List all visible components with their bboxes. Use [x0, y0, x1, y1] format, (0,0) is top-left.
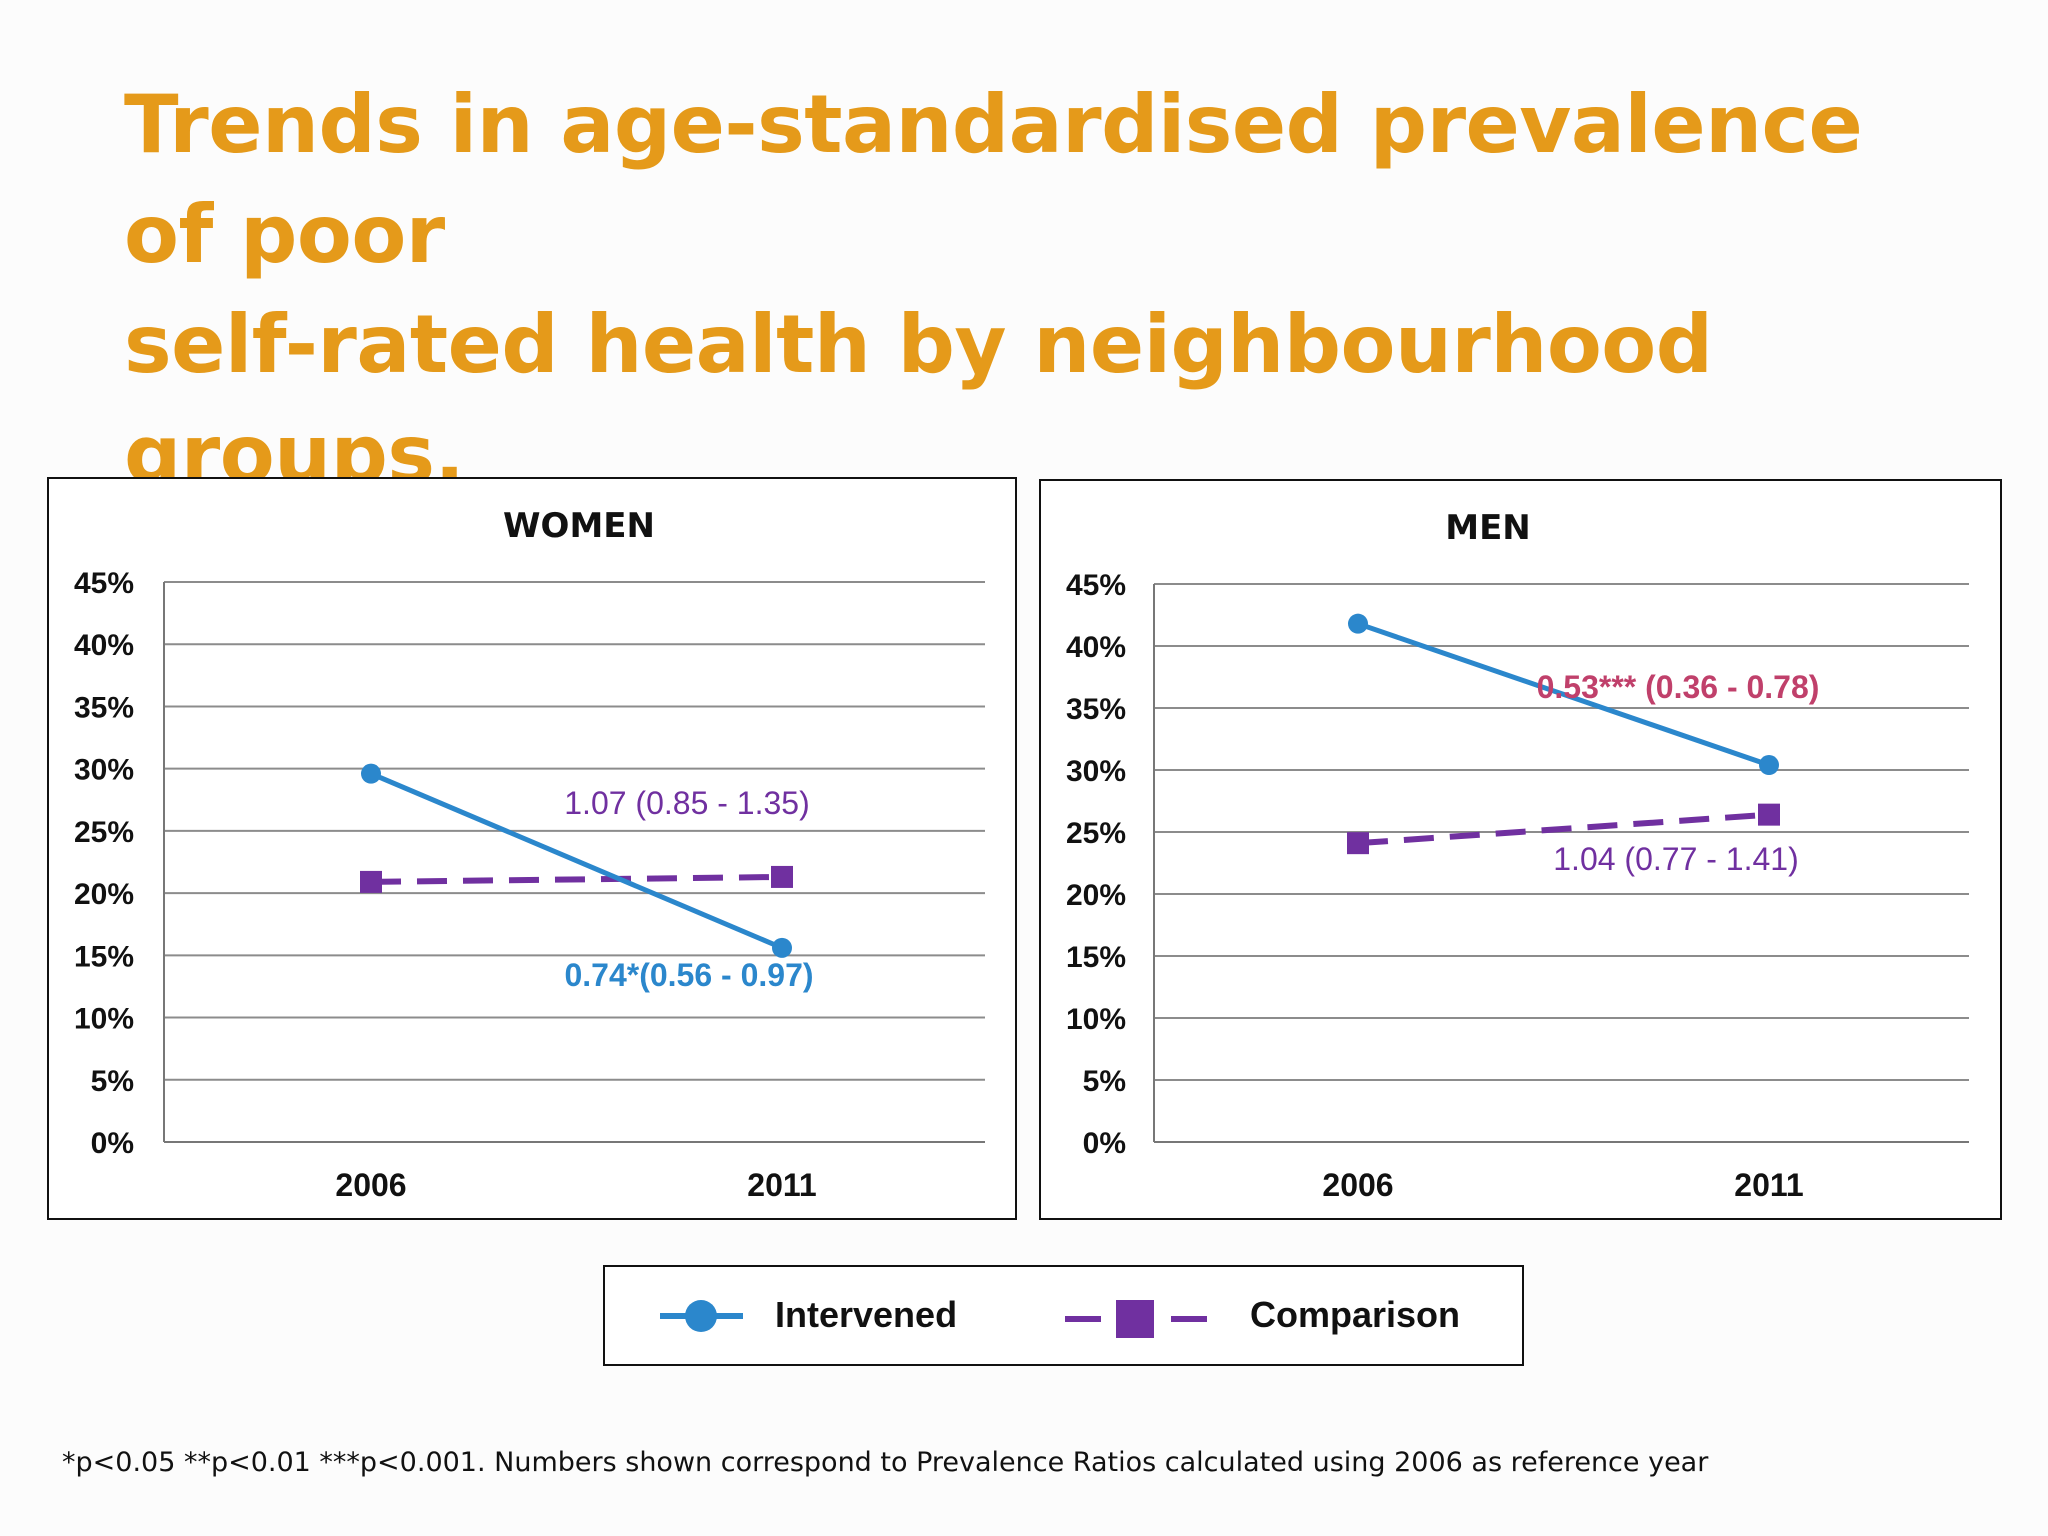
- women-y-tick-label: 35%: [74, 691, 134, 724]
- men-chart-title: MEN: [1445, 508, 1531, 548]
- women-y-tick-label: 40%: [74, 629, 134, 662]
- legend-label-intervened: Intervened: [775, 1294, 958, 1335]
- men-chart: MEN 0% 5% 10% 15% 20% 25% 30% 35% 40% 45% 2006 2011 0…: [1066, 508, 1969, 1203]
- men-y-tick-label: 5%: [1083, 1065, 1126, 1098]
- women-y-tick-label: 10%: [74, 1003, 134, 1036]
- women-y-tick-label: 45%: [74, 567, 134, 600]
- men-intervened-line: [1357, 621, 1770, 768]
- men-y-tick-label: 45%: [1066, 569, 1126, 602]
- women-intervened-point-2011: [772, 937, 792, 958]
- men-y-tick-label: 20%: [1066, 879, 1126, 912]
- men-x-tick-label: 2011: [1734, 1167, 1803, 1203]
- men-comparison-point-2006: [1347, 832, 1369, 855]
- slide-title-line-2: self-rated health by neighbourhood group…: [124, 298, 1713, 501]
- slide-title: Trends in age-standardised prevalence of…: [124, 70, 1924, 510]
- men-intervened-point-2006: [1348, 613, 1368, 634]
- women-chart-panel: WOMEN 0% 5% 10% 15% 20% 25% 30% 35% 40% 45% 2006 201…: [47, 477, 1017, 1220]
- women-y-tick-label: 0%: [91, 1127, 134, 1160]
- women-y-tick-label: 15%: [74, 940, 134, 973]
- men-y-tick-label: 15%: [1066, 941, 1126, 974]
- legend-label-comparison: Comparison: [1250, 1294, 1461, 1335]
- men-y-tick-label: 30%: [1066, 755, 1126, 788]
- men-y-tick-label: 25%: [1066, 817, 1126, 850]
- women-comparison-point-2006: [360, 870, 382, 893]
- legend-intervened-marker: [685, 1300, 717, 1332]
- men-comparison-ratio-label: 1.04 (0.77 - 1.41): [1553, 841, 1798, 877]
- men-chart-panel: MEN 0% 5% 10% 15% 20% 25% 30% 35% 40% 45% 2006 2011 0…: [1039, 479, 2002, 1220]
- women-intervened-point-2006: [361, 763, 381, 784]
- men-x-tick-label: 2006: [1322, 1167, 1393, 1203]
- women-chart-title: WOMEN: [503, 506, 655, 546]
- men-y-tick-label: 40%: [1066, 631, 1126, 664]
- women-comparison-line: [370, 873, 783, 885]
- footnote: *p<0.05 **p<0.01 ***p<0.001. Numbers sho…: [62, 1447, 1709, 1478]
- women-y-tick-label: 5%: [91, 1065, 134, 1098]
- women-y-tick-label: 20%: [74, 878, 134, 911]
- women-x-tick-label: 2011: [747, 1167, 816, 1203]
- legend-markers: [660, 1300, 1207, 1338]
- men-comparison-point-2011: [1758, 803, 1780, 826]
- women-comparison-point-2011: [771, 865, 793, 888]
- women-comparison-ratio-label: 1.07 (0.85 - 1.35): [564, 785, 809, 821]
- men-y-tick-label: 0%: [1083, 1127, 1126, 1160]
- women-chart: WOMEN 0% 5% 10% 15% 20% 25% 30% 35% 40% 45% 2006 201…: [74, 506, 985, 1203]
- men-comparison-line: [1357, 811, 1770, 847]
- chart-legend: Intervened Comparison: [603, 1265, 1524, 1366]
- women-y-tick-label: 30%: [74, 754, 134, 787]
- men-y-tick-label: 35%: [1066, 693, 1126, 726]
- women-x-tick-label: 2006: [335, 1167, 406, 1203]
- women-intervened-line: [370, 771, 783, 951]
- women-y-tick-label: 25%: [74, 816, 134, 849]
- slide-title-line-1: Trends in age-standardised prevalence of…: [124, 78, 1863, 281]
- men-y-tick-label: 10%: [1066, 1003, 1126, 1036]
- men-intervened-ratio-label: 0.53*** (0.36 - 0.78): [1537, 669, 1820, 705]
- women-intervened-ratio-label: 0.74*(0.56 - 0.97): [564, 957, 813, 993]
- men-intervened-point-2011: [1759, 755, 1779, 776]
- legend-comparison-marker: [1116, 1300, 1154, 1338]
